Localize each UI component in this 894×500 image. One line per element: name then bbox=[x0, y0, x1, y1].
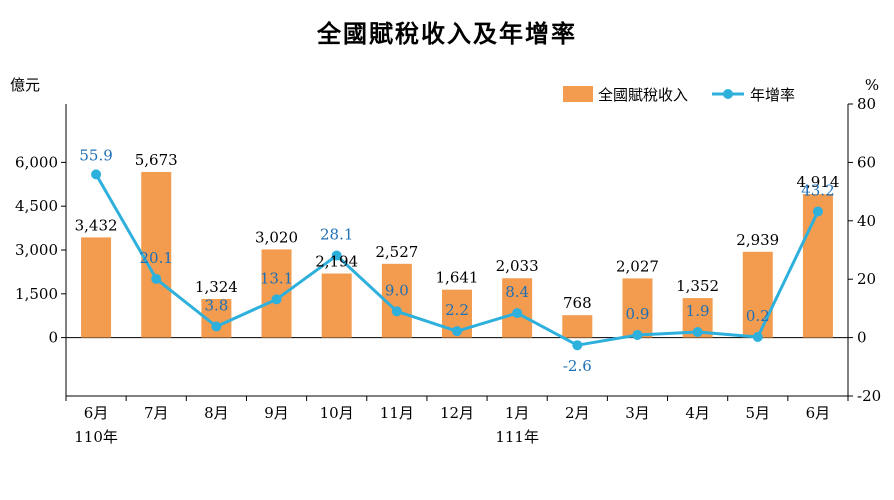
x-tick-label: 6月 bbox=[806, 404, 831, 422]
growth-rate-point bbox=[271, 294, 282, 305]
bar-value-label: 2,939 bbox=[736, 231, 779, 249]
left-tick-label: 4,500 bbox=[15, 197, 58, 215]
right-tick-label: -20 bbox=[857, 387, 881, 405]
bar-value-label: 2,527 bbox=[375, 243, 418, 261]
bar-value-label: 1,352 bbox=[676, 277, 719, 295]
left-tick-label: 0 bbox=[48, 329, 58, 347]
bar-value-label: 768 bbox=[563, 294, 592, 312]
growth-rate-label: -2.6 bbox=[563, 357, 592, 375]
bar-value-label: 1,324 bbox=[195, 278, 238, 296]
growth-rate-point bbox=[151, 273, 162, 284]
x-tick-label: 11月 bbox=[380, 404, 414, 422]
growth-rate-label: 3.8 bbox=[204, 297, 228, 315]
right-axis-unit: % bbox=[865, 76, 879, 94]
legend-swatch-revenue bbox=[563, 86, 593, 102]
bar-revenue bbox=[562, 315, 593, 338]
growth-rate-point bbox=[91, 169, 102, 180]
x-tick-label: 9月 bbox=[264, 404, 289, 422]
x-tick-label: 6月 bbox=[84, 404, 109, 422]
bar-value-label: 4,914 bbox=[796, 173, 839, 191]
right-tick-label: 80 bbox=[857, 95, 876, 113]
legend-swatch-growth-point bbox=[723, 89, 733, 99]
x-tick-label: 5月 bbox=[745, 404, 770, 422]
bar-revenue bbox=[742, 251, 773, 338]
bar-revenue bbox=[622, 278, 653, 338]
growth-rate-point bbox=[452, 326, 462, 337]
growth-rate-label: 20.1 bbox=[140, 249, 173, 267]
chart-title: 全國賦稅收入及年增率 bbox=[317, 20, 577, 48]
bar-value-label: 3,432 bbox=[75, 216, 118, 234]
growth-rate-label: 8.4 bbox=[505, 283, 529, 301]
x-tick-label: 4月 bbox=[685, 404, 710, 422]
right-tick-label: 60 bbox=[857, 153, 876, 171]
bar-value-label: 2,027 bbox=[616, 257, 659, 275]
x-tick-label: 12月 bbox=[440, 404, 474, 422]
x-tick-label: 8月 bbox=[204, 404, 229, 422]
legend-label-growth: 年增率 bbox=[750, 86, 795, 104]
left-tick-label: 3,000 bbox=[15, 241, 58, 259]
bar-value-label: 5,673 bbox=[135, 151, 178, 169]
growth-rate-label: 0.9 bbox=[626, 305, 650, 323]
growth-rate-label: 9.0 bbox=[385, 281, 409, 299]
x-year-label: 110年 bbox=[74, 428, 118, 446]
bar-revenue bbox=[81, 237, 112, 338]
bar-revenue bbox=[802, 194, 833, 338]
growth-rate-point bbox=[692, 327, 703, 338]
growth-rate-label: 28.1 bbox=[320, 226, 353, 244]
bar-revenue bbox=[321, 273, 352, 338]
growth-rate-label: 13.1 bbox=[260, 269, 293, 287]
growth-rate-point bbox=[812, 206, 823, 217]
left-axis-unit: 億元 bbox=[10, 76, 40, 94]
growth-rate-point bbox=[632, 329, 643, 340]
x-tick-label: 10月 bbox=[320, 404, 354, 422]
x-year-label: 111年 bbox=[495, 428, 539, 446]
left-tick-label: 1,500 bbox=[15, 285, 58, 303]
x-tick-label: 3月 bbox=[625, 404, 650, 422]
growth-rate-label: 1.9 bbox=[686, 302, 710, 320]
growth-rate-point bbox=[391, 306, 402, 317]
bar-revenue bbox=[502, 278, 533, 338]
growth-rate-label: 2.2 bbox=[445, 301, 469, 319]
x-tick-label: 2月 bbox=[565, 404, 590, 422]
left-tick-label: 6,000 bbox=[15, 153, 58, 171]
bar-value-label: 2,194 bbox=[315, 253, 358, 271]
bar-revenue bbox=[141, 171, 172, 338]
x-tick-label: 7月 bbox=[144, 404, 169, 422]
bar-value-label: 2,033 bbox=[496, 257, 539, 275]
growth-rate-point bbox=[512, 308, 523, 319]
growth-rate-label: 0.2 bbox=[746, 307, 770, 325]
right-tick-label: 40 bbox=[857, 212, 876, 230]
growth-rate-label: 55.9 bbox=[79, 146, 112, 164]
legend-label-revenue: 全國賦稅收入 bbox=[598, 86, 688, 104]
x-tick-label: 1月 bbox=[505, 404, 530, 422]
growth-rate-point bbox=[331, 250, 342, 261]
right-tick-label: 0 bbox=[857, 329, 867, 347]
growth-rate-point bbox=[572, 340, 583, 351]
growth-rate-point bbox=[211, 321, 222, 332]
bar-value-label: 1,641 bbox=[436, 269, 479, 287]
right-tick-label: 20 bbox=[857, 270, 876, 288]
growth-rate-point bbox=[752, 332, 763, 343]
growth-rate-label: 43.2 bbox=[801, 181, 834, 199]
bar-value-label: 3,020 bbox=[255, 228, 298, 246]
